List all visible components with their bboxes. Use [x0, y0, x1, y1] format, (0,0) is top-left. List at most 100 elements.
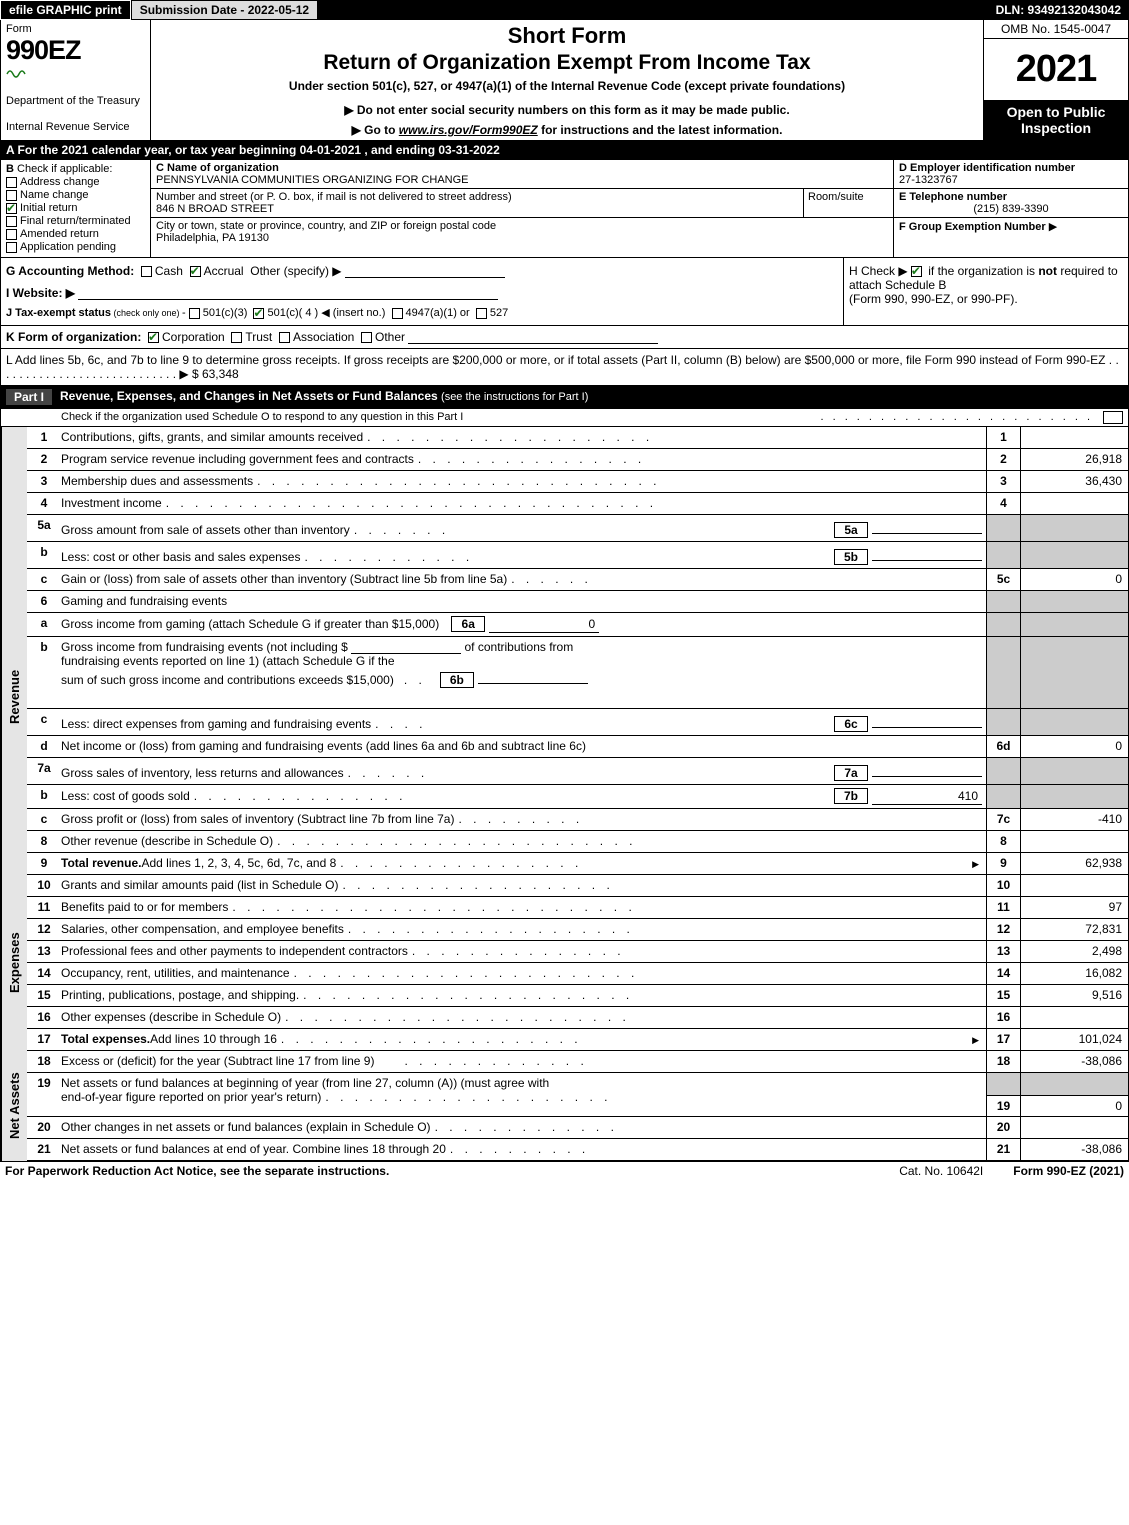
line-17-amt: 101,024: [1020, 1029, 1128, 1050]
chk-name-change[interactable]: Name change: [6, 189, 145, 201]
line-6a: a Gross income from gaming (attach Sched…: [1, 613, 1128, 637]
line-15-desc: Printing, publications, postage, and shi…: [61, 988, 299, 1002]
line-15-amt: 9,516: [1020, 985, 1128, 1006]
ssn-note: ▶ Do not enter social security numbers o…: [156, 103, 978, 117]
phone-value: (215) 839-3390: [899, 203, 1123, 215]
chk-trust[interactable]: [231, 332, 242, 343]
dept-label: Department of the Treasury: [6, 95, 145, 107]
J-small: (check only one): [111, 308, 182, 318]
revenue-section: Revenue 1 Contributions, gifts, grants, …: [1, 427, 1128, 875]
goto-suffix: for instructions and the latest informat…: [538, 123, 783, 137]
dln-label: DLN: 93492132043042: [988, 0, 1129, 20]
chk-application-pending[interactable]: Application pending: [6, 241, 145, 253]
line-18-box: 18: [986, 1051, 1020, 1072]
line-6d-box: 6d: [986, 736, 1020, 757]
efile-button[interactable]: efile GRAPHIC print: [0, 0, 131, 20]
L-amt: ▶ $ 63,348: [179, 367, 238, 381]
chk-cash[interactable]: [141, 266, 152, 277]
omb-number: OMB No. 1545-0047: [984, 20, 1128, 39]
K-opt3: Other: [375, 330, 405, 344]
tax-year: 2021: [984, 39, 1128, 100]
goto-prefix: ▶ Go to: [352, 123, 399, 137]
E-heading: E Telephone number: [899, 191, 1007, 203]
line-6b-desc4: sum of such gross income and contributio…: [61, 673, 394, 687]
line-12-amt: 72,831: [1020, 919, 1128, 940]
line-8-box: 8: [986, 831, 1020, 852]
chk-4947[interactable]: [392, 308, 403, 319]
line-5c: c Gain or (loss) from sale of assets oth…: [1, 569, 1128, 591]
K-other-input[interactable]: [408, 332, 658, 344]
K-opt2: Association: [293, 330, 354, 344]
line-7a-sval: [872, 761, 982, 777]
expenses-side-label: Expenses: [1, 875, 27, 1051]
line-16: 16 Other expenses (describe in Schedule …: [1, 1007, 1128, 1029]
chk-accrual[interactable]: [190, 266, 201, 277]
chk-other[interactable]: [361, 332, 372, 343]
chk-corporation[interactable]: [148, 332, 159, 343]
C-city-heading: City or town, state or province, country…: [156, 220, 496, 232]
line-8: 8 Other revenue (describe in Schedule O)…: [1, 831, 1128, 853]
line-6b-sbox: 6b: [440, 672, 474, 688]
chk-527[interactable]: [476, 308, 487, 319]
chk-amended-return[interactable]: Amended return: [6, 228, 145, 240]
chk-501c3[interactable]: [189, 308, 200, 319]
line-13-box: 13: [986, 941, 1020, 962]
line-2-box: 2: [986, 449, 1020, 470]
line-20-amt: [1020, 1117, 1128, 1138]
line-20-box: 20: [986, 1117, 1020, 1138]
C-name-heading: C Name of organization: [156, 162, 279, 174]
line-7a-desc: Gross sales of inventory, less returns a…: [61, 766, 344, 780]
G-other-input[interactable]: [345, 266, 505, 278]
chk-address-change[interactable]: Address change: [6, 176, 145, 188]
line-20: 20 Other changes in net assets or fund b…: [1, 1117, 1128, 1139]
line-7b-desc: Less: cost of goods sold: [61, 789, 190, 803]
line-5a-sbox: 5a: [834, 522, 868, 538]
G-accrual-label: Accrual: [204, 264, 244, 278]
website-input[interactable]: [78, 288, 498, 300]
line-13-amt: 2,498: [1020, 941, 1128, 962]
row-L: L Add lines 5b, 6c, and 7b to line 9 to …: [0, 349, 1129, 386]
G-label: G Accounting Method:: [6, 264, 134, 278]
chk-association[interactable]: [279, 332, 290, 343]
part-I-label: Part I: [6, 389, 52, 405]
row-A: A For the 2021 calendar year, or tax yea…: [0, 141, 1129, 160]
line-5c-box: 5c: [986, 569, 1020, 590]
goto-link-line: ▶ Go to www.irs.gov/Form990EZ for instru…: [156, 123, 978, 137]
submission-date-button[interactable]: Submission Date - 2022-05-12: [131, 0, 318, 20]
line-12-desc: Salaries, other compensation, and employ…: [61, 922, 344, 936]
part-I-checkbox[interactable]: [1103, 411, 1123, 424]
chk-final-return[interactable]: Final return/terminated: [6, 215, 145, 227]
line-5c-amt: 0: [1020, 569, 1128, 590]
line-17-desc-b: Total expenses.: [61, 1032, 150, 1046]
topbar-spacer: [318, 0, 987, 20]
line-9-arrow-icon: ▶: [972, 859, 979, 870]
irs-label: Internal Revenue Service: [6, 121, 145, 133]
line-7c: c Gross profit or (loss) from sales of i…: [1, 809, 1128, 831]
line-15-box: 15: [986, 985, 1020, 1006]
line-7c-box: 7c: [986, 809, 1020, 830]
line-4: 4 Investment income. . . . . . . . . . .…: [1, 493, 1128, 515]
line-6c: c Less: direct expenses from gaming and …: [1, 709, 1128, 736]
part-I-header: Part I Revenue, Expenses, and Changes in…: [0, 386, 1129, 409]
expenses-section: Expenses 10 Grants and similar amounts p…: [1, 875, 1128, 1051]
line-6a-sval: 0: [489, 617, 599, 633]
line-6b-blank[interactable]: [351, 642, 461, 654]
line-1-desc: Contributions, gifts, grants, and simila…: [61, 430, 363, 444]
chk-initial-return[interactable]: Initial return: [6, 202, 145, 214]
line-1-box: 1: [986, 427, 1020, 448]
J-row: J Tax-exempt status (check only one) - 5…: [6, 306, 838, 319]
line-16-desc: Other expenses (describe in Schedule O): [61, 1010, 281, 1024]
col-C: C Name of organization PENNSYLVANIA COMM…: [151, 160, 893, 257]
line-18: 18 Excess or (deficit) for the year (Sub…: [1, 1051, 1128, 1073]
chk-501c[interactable]: [253, 308, 264, 319]
irs-link[interactable]: www.irs.gov/Form990EZ: [399, 123, 538, 137]
line-19-desc2: end-of-year figure reported on prior yea…: [61, 1090, 321, 1104]
short-form-title: Short Form: [156, 23, 978, 49]
line-6d-desc: Net income or (loss) from gaming and fun…: [61, 739, 586, 753]
line-7b-sbox: 7b: [834, 788, 868, 804]
C-street-heading: Number and street (or P. O. box, if mail…: [156, 191, 512, 203]
chk-H[interactable]: [911, 266, 922, 277]
G-row: G Accounting Method: Cash Accrual Other …: [6, 264, 838, 278]
line-5a-desc: Gross amount from sale of assets other t…: [61, 523, 350, 537]
row-K: K Form of organization: Corporation Trus…: [0, 326, 1129, 349]
